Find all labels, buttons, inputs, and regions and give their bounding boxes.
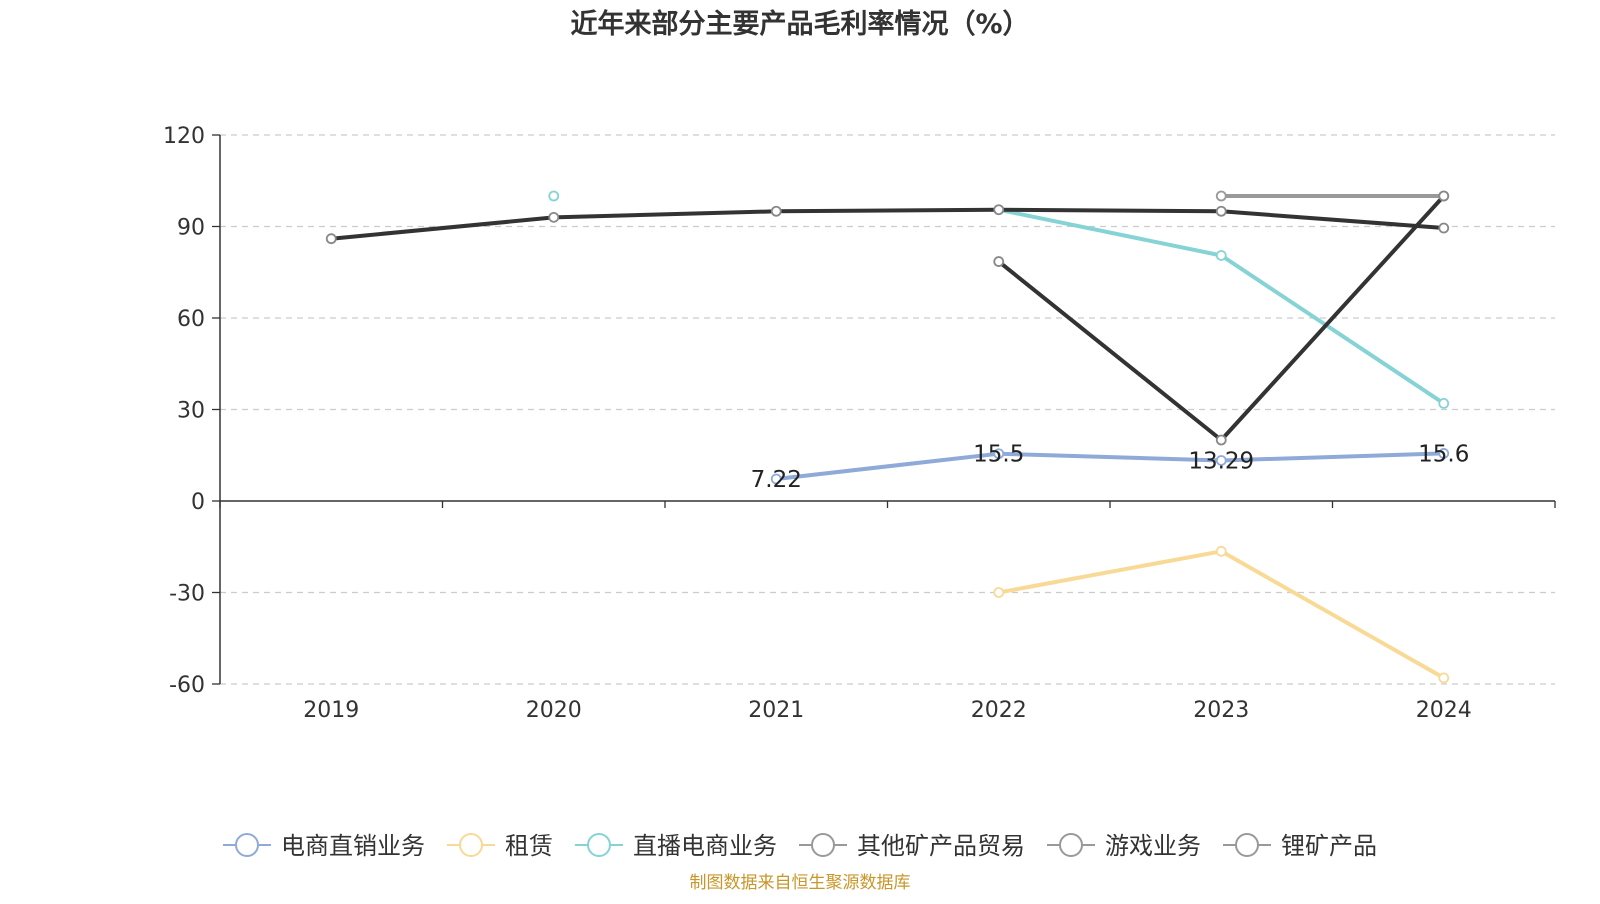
series-3-point: [1438, 397, 1450, 409]
source-note: 制图数据来自恒生聚源数据库: [690, 873, 911, 893]
legend-item: 电商直销业务: [223, 832, 425, 860]
legend-item: 租赁: [447, 832, 553, 860]
series-2-line: [996, 549, 1446, 680]
legend-label: 其他矿产品贸易: [857, 832, 1025, 860]
axis-layer: -60 -30 0 30 60 90 120 2019 2020 2021 2022 2023 2024: [163, 124, 1556, 723]
x-tick-label: 2022: [971, 698, 1027, 723]
series-1: [770, 448, 1450, 485]
data-label: 13.29: [1188, 448, 1254, 474]
data-label-layer: 7.22 15.5 13.29 15.6: [751, 441, 1470, 493]
y-tick-label: 90: [177, 216, 205, 241]
legend-item: 锂矿产品: [1223, 832, 1377, 860]
legend-label: 租赁: [505, 832, 553, 860]
y-tick-label: 60: [177, 307, 205, 332]
y-tick-label: -60: [169, 673, 205, 698]
y-tick-label: 30: [177, 399, 205, 424]
series-4-point: [1438, 222, 1450, 234]
series-4-point: [548, 211, 560, 223]
legend-circle-icon: [811, 833, 835, 857]
x-tick-label: 2020: [526, 698, 582, 723]
y-tick-label: 120: [163, 124, 205, 149]
data-label: 7.22: [751, 467, 802, 493]
series-2-point: [1438, 672, 1450, 684]
series-4: [325, 204, 1450, 245]
x-tick-label: 2021: [748, 698, 804, 723]
data-label: 15.6: [1418, 441, 1469, 467]
series-6-point: [993, 256, 1005, 267]
series-3-point: [1215, 250, 1227, 261]
series-1-point: [770, 473, 782, 485]
x-tick-label: 2023: [1193, 698, 1249, 723]
legend-label: 直播电商业务: [633, 832, 777, 860]
legend-label: 游戏业务: [1105, 832, 1201, 860]
series-1-point: [993, 448, 1005, 460]
series-3-point: [548, 190, 560, 202]
legend-item: 其他矿产品贸易: [799, 832, 1025, 860]
x-tick-label: 2024: [1416, 698, 1472, 723]
series-1-line: [774, 451, 1446, 481]
series-6-point: [1438, 190, 1450, 202]
legend-label: 电商直销业务: [281, 832, 425, 860]
series-6-point: [1215, 434, 1227, 446]
series-4-line: [329, 207, 1446, 241]
series-4-point: [1215, 205, 1227, 217]
series-1-point: [1438, 448, 1450, 459]
y-tick-label: 0: [191, 490, 205, 515]
series-3-line: [996, 207, 1446, 406]
grid-layer: [220, 134, 1555, 685]
series-5: [1215, 190, 1450, 202]
legend-item: 游戏业务: [1047, 832, 1201, 860]
chart-title: 近年来部分主要产品毛利率情况（%）: [570, 8, 1029, 40]
series-4-point: [325, 233, 337, 245]
legend: 电商直销业务 租赁 直播电商业务 其他矿产品贸易 游戏业务 锂矿产品: [223, 832, 1377, 860]
y-tick-label: -30: [169, 582, 205, 607]
legend-circle-icon: [459, 833, 483, 857]
legend-circle-icon: [235, 833, 259, 857]
legend-item: 直播电商业务: [575, 832, 777, 860]
legend-label: 锂矿产品: [1281, 832, 1377, 860]
series-layer: [325, 190, 1450, 684]
series-2: [993, 545, 1450, 684]
series-2-point: [993, 587, 1005, 598]
legend-circle-icon: [587, 833, 611, 857]
series-5-point: [1215, 190, 1227, 202]
series-2-point: [1215, 545, 1227, 557]
data-label: 15.5: [973, 442, 1024, 468]
legend-circle-icon: [1235, 833, 1259, 857]
series-1-point: [1215, 455, 1227, 466]
series-4-point: [770, 205, 782, 217]
series-3: [548, 190, 1450, 409]
x-tick-label: 2019: [303, 698, 359, 723]
series-6: [993, 190, 1450, 446]
legend-circle-icon: [1059, 833, 1083, 857]
series-4-point: [993, 204, 1005, 216]
